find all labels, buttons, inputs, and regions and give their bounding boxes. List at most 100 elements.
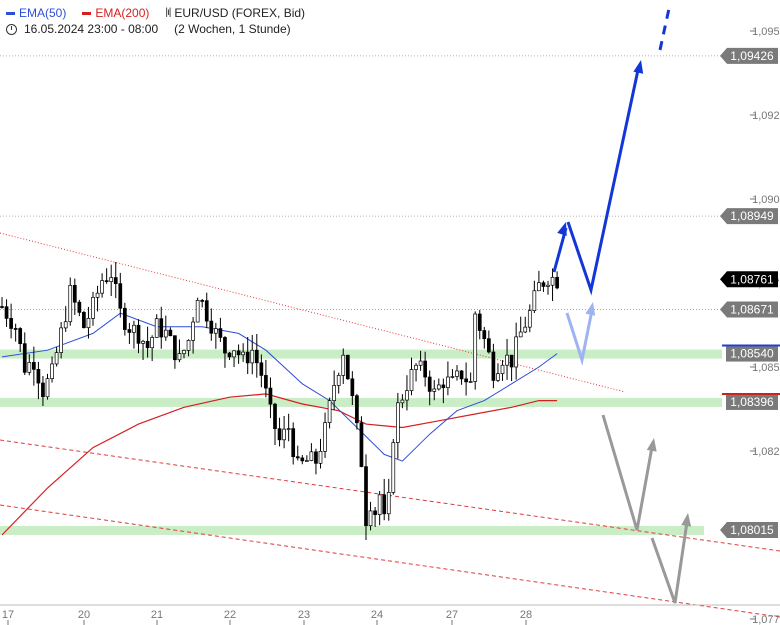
candle-body: [305, 460, 309, 462]
candle-body: [537, 282, 541, 292]
candle-body: [18, 328, 23, 345]
support-zones: [0, 349, 722, 535]
candle-body: [432, 388, 437, 392]
candle-body: [250, 349, 255, 364]
candle-body: [482, 330, 487, 340]
candle-body: [409, 369, 414, 392]
price-badge-box: [726, 346, 778, 362]
candle-body: [345, 354, 350, 380]
candle-body: [104, 280, 109, 282]
chart-legend: EMA(50) EMA(200) |ı| EUR/USD (FOREX, Bid…: [6, 5, 305, 37]
price-badge: 1,08949: [720, 208, 778, 225]
candle-body: [491, 351, 496, 381]
candle-body: [264, 375, 268, 389]
candle-body: [182, 349, 186, 354]
legend-row-range: 16.05.2024 23:00 - 08:00 (2 Wochen, 1 St…: [6, 21, 305, 37]
candle-body: [359, 422, 364, 468]
candle-body: [418, 360, 423, 366]
candle-body: [86, 318, 91, 329]
candle-body: [13, 328, 18, 330]
x-tick-label: 28: [520, 609, 532, 621]
price-badge-label: 1,09426: [730, 49, 774, 63]
candle-body: [300, 457, 305, 462]
candle-body: [68, 284, 73, 323]
price-badge-box: [720, 47, 778, 64]
candle-body: [487, 338, 491, 353]
y-tick-label: 1,09000: [752, 194, 780, 206]
candle-body: [496, 373, 500, 381]
price-badge: 1,08015: [720, 521, 778, 538]
candle-body: [0, 306, 4, 308]
candle-body: [414, 364, 418, 370]
candle-body: [455, 370, 459, 377]
price-badge-label: 1,08949: [730, 209, 774, 223]
trend-lines: [0, 232, 780, 618]
candle-body: [141, 340, 145, 344]
candle-body: [4, 306, 9, 319]
candle-body: [245, 351, 250, 364]
candle-body: [282, 428, 286, 441]
support-zone: [0, 397, 722, 407]
x-tick-label: 22: [224, 609, 236, 621]
projection-alt-head2: [681, 513, 692, 527]
candle-body: [77, 301, 82, 313]
candle-body: [27, 362, 32, 373]
projection-up-dashed: [658, 3, 672, 51]
candle-body: [72, 284, 77, 303]
candle-body: [268, 387, 273, 405]
price-badge: 1,08396: [722, 392, 780, 410]
candle-body: [391, 442, 396, 493]
projection-up-head1: [557, 222, 567, 236]
x-tick-label: 24: [371, 609, 383, 621]
ema200-path: [1, 393, 558, 536]
candle-body: [168, 329, 173, 337]
candle-body: [150, 337, 154, 349]
candle-body: [95, 292, 100, 298]
support-zone: [0, 525, 704, 535]
candle-body: [314, 451, 318, 464]
candle-body: [509, 354, 514, 368]
candle-body: [550, 276, 555, 286]
candle-body: [527, 310, 532, 328]
candle-body: [45, 378, 50, 398]
y-tick-label: 1,07750: [752, 614, 780, 625]
candle-body: [122, 307, 127, 330]
candle-body: [227, 352, 232, 358]
candle-body: [232, 350, 236, 358]
candle-body: [523, 326, 528, 333]
candle-body: [546, 284, 550, 287]
candle-body: [36, 369, 41, 384]
y-tick-label: 1,08250: [752, 446, 780, 458]
candle-body: [132, 324, 136, 333]
price-badge-box: [726, 394, 778, 410]
candle-body: [273, 403, 277, 430]
range-label: 16.05.2024 23:00 - 08:00: [24, 22, 159, 36]
candle-body: [209, 320, 214, 334]
candle-body: [136, 324, 141, 344]
x-tick-label: 17: [2, 609, 14, 621]
candle-body: [214, 328, 218, 334]
descending-trendline-dotted: [0, 232, 626, 393]
candle-body: [91, 296, 95, 319]
candle-body: [336, 375, 341, 386]
price-badge-box: [720, 301, 778, 318]
price-badge-label: 1,08761: [730, 272, 774, 286]
period-label: (2 Wochen, 1 Stunde): [174, 22, 291, 36]
candle-body: [277, 428, 282, 441]
candle-body: [436, 384, 441, 390]
ema200-label: EMA(200): [95, 6, 150, 20]
candle-body: [127, 329, 132, 333]
candle-body: [50, 363, 54, 380]
instrument-label: EUR/USD (FOREX, Bid): [174, 6, 306, 20]
clock-icon: [6, 23, 17, 35]
support-zone: [0, 349, 722, 359]
candle-body: [109, 277, 114, 282]
candle-body: [355, 395, 359, 424]
projection-alt-leg2: [650, 521, 689, 604]
y-tick-label: 1,08500: [752, 362, 780, 374]
x-tick-label: 27: [446, 609, 458, 621]
candle-body: [159, 318, 164, 338]
candle-body: [9, 318, 13, 329]
ema200-swatch: [82, 11, 92, 15]
